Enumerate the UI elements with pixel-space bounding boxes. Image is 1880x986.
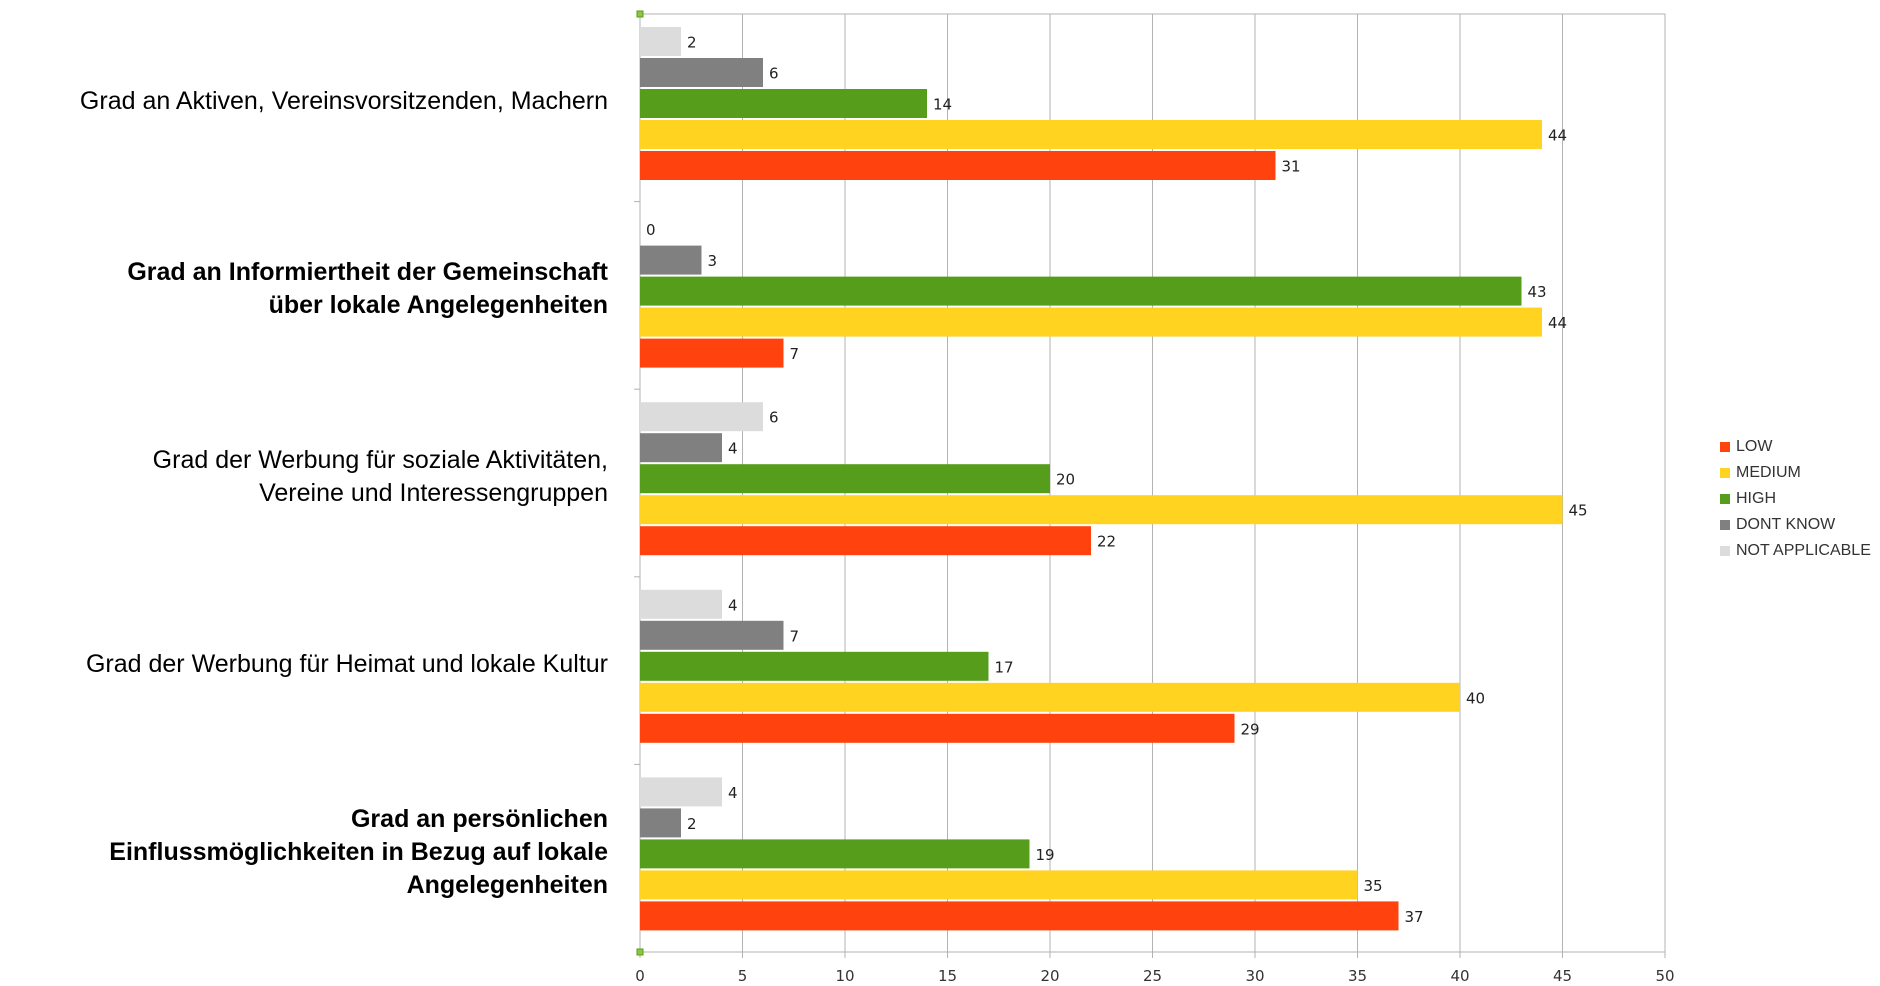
x-tick-label: 20: [1040, 967, 1059, 985]
bar-high: [640, 276, 1522, 306]
legend-swatch: [1720, 546, 1730, 556]
bar-dont-know: [640, 808, 681, 838]
category-label-line: Grad an persönlichen: [350, 804, 608, 833]
x-tick-label: 30: [1245, 967, 1264, 985]
data-label: 22: [1097, 533, 1116, 551]
category-label-line: Grad der Werbung für soziale Aktivitäten…: [152, 446, 608, 474]
category-label-line: über lokale Angelegenheiten: [268, 291, 608, 320]
legend-swatch: [1720, 468, 1730, 478]
x-tick-label: 5: [738, 967, 748, 985]
data-label: 45: [1569, 502, 1588, 520]
bar-high: [640, 89, 927, 118]
x-tick-label: 50: [1655, 967, 1674, 985]
data-label: 43: [1528, 283, 1547, 301]
bar-not-applicable: [640, 777, 722, 807]
data-label: 0: [646, 221, 656, 239]
data-label: 2: [687, 815, 697, 833]
legend-item: MEDIUM: [1720, 460, 1871, 486]
data-label: 4: [728, 784, 738, 802]
bar-dont-know: [640, 620, 784, 650]
category-label-line: Einflussmöglichkeiten in Bezug auf lokal…: [109, 837, 608, 866]
legend-item: DONT KNOW: [1720, 512, 1871, 538]
data-label: 20: [1056, 471, 1075, 489]
bar-dont-know: [640, 433, 722, 463]
data-label: 4: [728, 596, 738, 614]
bar-dont-know: [640, 245, 702, 275]
bar-dont-know: [640, 58, 763, 87]
legend-item: NOT APPLICABLE: [1720, 538, 1871, 564]
data-label: 17: [995, 658, 1014, 676]
bar-medium: [640, 682, 1460, 712]
x-tick-label: 15: [938, 967, 957, 985]
bar-not-applicable: [640, 402, 763, 432]
category-label-line: Grad der Werbung für Heimat und lokale K…: [85, 650, 608, 679]
x-tick-label: 10: [835, 967, 854, 985]
x-tick-label: 40: [1450, 967, 1469, 985]
category-label: Grad an Aktiven, Vereinsvorsitzenden, Ma…: [80, 85, 608, 118]
data-label: 14: [933, 96, 952, 114]
bar-medium: [640, 307, 1542, 337]
bar-high: [640, 839, 1030, 869]
bar-medium: [640, 120, 1542, 149]
bar-medium: [640, 870, 1358, 900]
legend-label: MEDIUM: [1736, 464, 1801, 481]
data-label: 29: [1241, 720, 1260, 738]
bar-not-applicable: [640, 589, 722, 619]
data-label: 44: [1548, 314, 1567, 332]
x-tick-label: 35: [1348, 967, 1367, 985]
data-label: 7: [790, 627, 800, 645]
bar-low: [640, 713, 1235, 743]
bar-low: [640, 151, 1276, 180]
bar-low: [640, 526, 1091, 556]
legend: LOW MEDIUM HIGH DONT KNOW NOT APPLICABLE: [1720, 434, 1871, 564]
legend-label: NOT APPLICABLE: [1736, 542, 1871, 559]
data-label: 40: [1466, 689, 1485, 707]
legend-label: LOW: [1736, 438, 1773, 455]
legend-item: HIGH: [1720, 486, 1871, 512]
legend-label: DONT KNOW: [1736, 516, 1836, 533]
axis-handle: [636, 948, 644, 956]
x-tick-label: 0: [635, 967, 645, 985]
legend-swatch: [1720, 494, 1730, 504]
data-label: 3: [708, 252, 718, 270]
legend-swatch: [1720, 442, 1730, 452]
data-label: 31: [1282, 158, 1301, 176]
category-label: Grad an Informiertheit der Gemeinschaft ü…: [127, 256, 608, 322]
category-label-line: Grad an Informiertheit der Gemeinschaft: [127, 258, 608, 287]
category-label-line: Vereine und Interessengruppen: [259, 479, 608, 507]
data-label: 7: [790, 345, 800, 363]
category-label: Grad der Werbung für Heimat und lokale K…: [86, 648, 608, 681]
category-label: Grad der Werbung für soziale Aktivitäten…: [153, 444, 608, 510]
data-label: 6: [769, 409, 779, 427]
bar-low: [640, 901, 1399, 931]
data-label: 35: [1364, 877, 1383, 895]
data-label: 2: [687, 34, 697, 52]
x-tick-label: 25: [1143, 967, 1162, 985]
legend-label: HIGH: [1736, 490, 1776, 507]
data-label: 6: [769, 65, 779, 83]
bar-low: [640, 338, 784, 368]
data-label: 44: [1548, 127, 1567, 145]
bar-high: [640, 464, 1050, 494]
legend-swatch: [1720, 520, 1730, 530]
data-label: 37: [1405, 908, 1424, 926]
bar-high: [640, 651, 989, 681]
bar-medium: [640, 495, 1563, 525]
category-label: Grad an persönlichen Einflussmöglichkeite…: [109, 803, 608, 902]
data-label: 4: [728, 440, 738, 458]
x-tick-label: 45: [1553, 967, 1572, 985]
category-label-line: Grad an Aktiven, Vereinsvorsitzenden, Ma…: [79, 87, 608, 116]
data-label: 19: [1036, 846, 1055, 864]
legend-item: LOW: [1720, 434, 1871, 460]
bar-not-applicable: [640, 27, 681, 56]
axis-handle: [636, 10, 644, 18]
category-label-line: Angelegenheiten: [406, 870, 608, 899]
